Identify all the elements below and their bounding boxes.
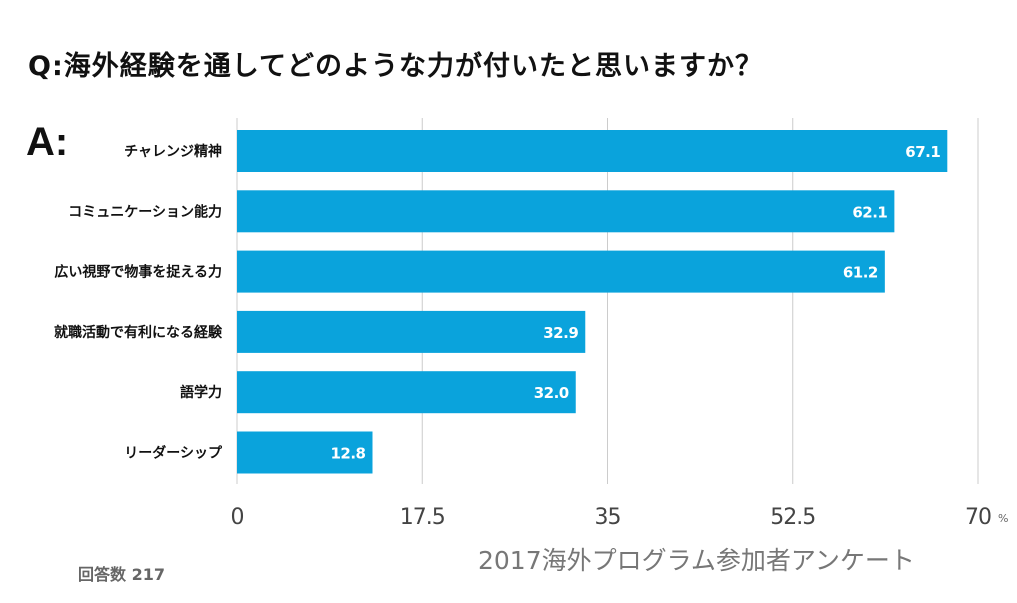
bar-value-label: 62.1 xyxy=(852,203,887,221)
x-unit-label: % xyxy=(998,512,1008,525)
answer-label: A: xyxy=(26,120,69,164)
category-label: チャレンジ精神 xyxy=(124,143,222,160)
category-label: 語学力 xyxy=(180,384,222,401)
survey-source: 2017海外プログラム参加者アンケート xyxy=(478,546,915,575)
bar-value-label: 67.1 xyxy=(905,143,940,161)
x-tick-label: 35 xyxy=(595,505,621,530)
grid-lines xyxy=(236,118,979,484)
bar xyxy=(237,130,948,172)
bars: 67.1 62.1 61.2 32.9 32.0 12.8 xyxy=(237,130,948,474)
x-tick-label: 52.5 xyxy=(770,505,815,530)
category-label: 就職活動で有利になる経験 xyxy=(54,324,223,341)
bar-value-label: 32.0 xyxy=(534,384,569,402)
category-labels: チャレンジ精神コミュニケーション能力広い視野で物事を捉える力就職活動で有利になる… xyxy=(54,143,223,462)
category-label: リーダーシップ xyxy=(124,445,223,462)
x-tick-label: 17.5 xyxy=(400,505,445,530)
category-label: コミュニケーション能力 xyxy=(68,203,222,220)
bar-value-label: 32.9 xyxy=(543,324,578,342)
category-label: 広い視野で物事を捉える力 xyxy=(54,264,222,281)
bar xyxy=(237,310,586,353)
x-tick-label: 0 xyxy=(231,505,244,530)
x-tick-label: 70 xyxy=(965,505,991,530)
bar xyxy=(237,190,895,233)
x-axis-ticks: 0 17.5 35 52.5 70% xyxy=(231,505,1009,530)
respondent-count: 回答数 217 xyxy=(78,565,165,584)
bar xyxy=(237,371,576,414)
page-title: Q:海外経験を通してどのような力が付いたと思いますか？ xyxy=(28,51,763,82)
bar-value-label: 12.8 xyxy=(330,445,365,463)
bar-value-label: 61.2 xyxy=(843,264,878,282)
bar xyxy=(237,250,885,293)
bar xyxy=(237,431,373,474)
